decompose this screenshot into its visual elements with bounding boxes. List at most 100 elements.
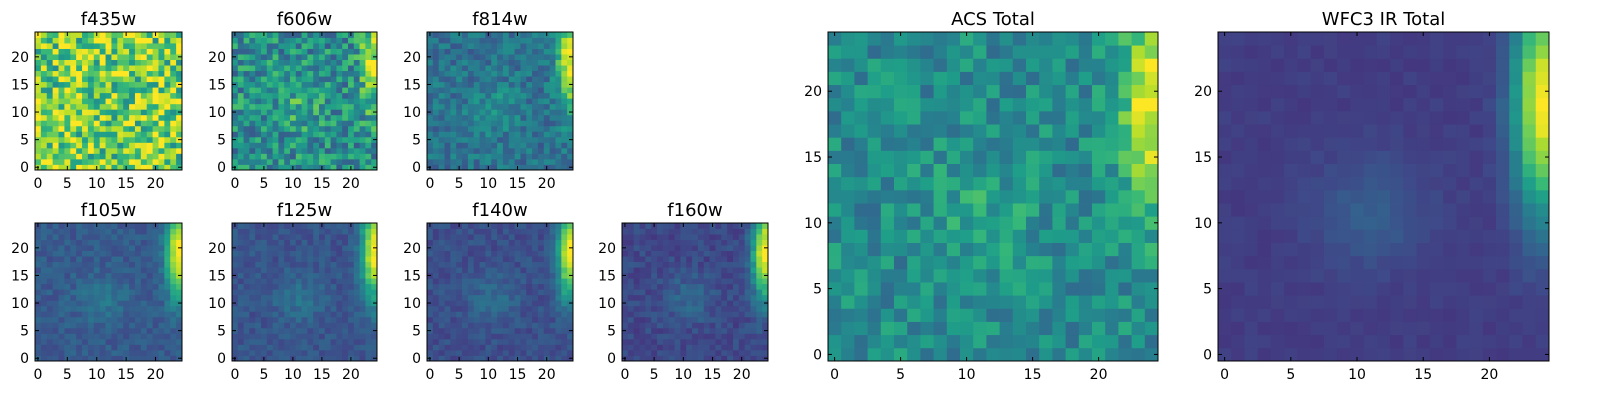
heatmap-cell [35,92,42,99]
heatmap-cell [880,163,895,178]
heatmap-cell [295,283,302,290]
heatmap-cell [657,245,664,251]
heatmap-cell [444,81,451,88]
heatmap-cell [52,327,59,334]
heatmap-cell [152,278,159,285]
heatmap-cell [237,103,244,110]
heatmap-cell [462,349,469,356]
heatmap-cell [152,228,159,235]
heatmap-cell [232,311,239,318]
heatmap-cell [502,305,510,312]
heatmap-cell [450,349,457,356]
y-tick-label: 20 [403,50,421,66]
heatmap-cell [508,355,515,362]
heatmap-cell [627,256,635,263]
heatmap-cell [727,355,734,362]
heatmap-cell [342,283,349,290]
heatmap-cell [87,59,95,66]
heatmap-cell [342,344,349,351]
heatmap-cell [674,344,681,351]
heatmap-cell [651,267,658,274]
heatmap-cell [249,65,256,72]
heatmap-cell [261,316,268,323]
heatmap-cell [232,65,239,72]
heatmap-cell [319,70,326,77]
heatmap-cell [668,327,675,334]
heatmap-cell [432,327,440,334]
heatmap-cell [307,131,314,138]
heatmap-cell [491,32,498,38]
heatmap-cell [134,338,142,345]
heatmap-cell [491,333,498,340]
x-tick-label: 20 [733,367,751,383]
heatmap-cell [348,256,355,263]
heatmap-cell [537,316,545,323]
heatmap-cell [960,229,974,243]
heatmap-cell [1039,229,1053,243]
heatmap-cell [319,344,326,351]
heatmap-cell [750,256,757,263]
heatmap-cell [232,142,239,149]
heatmap-cell [627,338,635,345]
heatmap-cell [99,261,106,268]
heatmap-cell [35,65,42,72]
heatmap-cell [1131,203,1146,217]
heatmap-cell [450,338,457,345]
heatmap-cell [255,311,262,318]
heatmap-cell [58,153,65,160]
heatmap-cell [1078,295,1093,309]
heatmap-cell [502,322,510,329]
heatmap-cell [272,322,279,329]
heatmap-cell [444,120,451,127]
heatmap-cell [502,261,510,268]
heatmap-cell [526,250,533,257]
heatmap-cell [176,92,183,99]
heatmap-cell [146,333,153,340]
heatmap-cell [111,125,118,132]
heatmap-cell [721,316,728,323]
heatmap-cell [70,37,77,44]
heatmap-cell [473,322,480,329]
heatmap-cell [555,316,562,323]
heatmap-cell [290,338,297,345]
heatmap-cell [164,333,171,340]
heatmap-cell [651,316,658,323]
heatmap-cell [284,327,291,334]
heatmap-cell [703,349,710,356]
heatmap-cell [867,308,882,322]
heatmap-cell [639,338,646,345]
heatmap-cell [432,54,440,60]
heatmap-cell [438,81,445,88]
heatmap-cell [1012,308,1027,322]
heatmap-cell [497,239,504,246]
heatmap-cell [462,131,469,138]
heatmap-cell [52,223,59,229]
heatmap-cell [371,131,378,138]
heatmap-cell [473,327,480,334]
heatmap-cell [479,228,486,235]
heatmap-cell [537,355,545,362]
heatmap-cell [491,43,498,49]
heatmap-cell [537,289,545,296]
heatmap-cell [467,294,475,301]
heatmap-cell [502,65,510,72]
heatmap-cell [973,268,987,283]
heatmap-cell [140,283,148,290]
heatmap-cell [70,43,77,49]
heatmap-cell [261,250,268,257]
heatmap-cell [46,300,54,307]
heatmap-cell [549,338,556,345]
heatmap-cell [537,322,545,329]
heatmap-cell [64,316,71,323]
heatmap-cell [537,245,545,251]
heatmap-cell [35,87,42,94]
heatmap-cell [427,43,434,49]
heatmap-cell [999,216,1014,230]
heatmap-cell [249,125,256,132]
heatmap-cell [756,267,763,274]
heatmap-cell [64,349,71,356]
heatmap-cell [176,228,183,235]
heatmap-cell [532,164,539,171]
heatmap-cell [561,344,568,351]
heatmap-cell [105,54,112,60]
